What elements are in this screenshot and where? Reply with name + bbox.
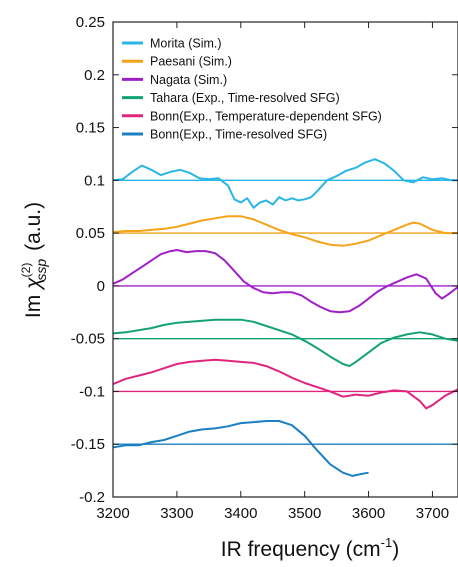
legend: Morita (Sim.) Paesani (Sim.) Nagata (Sim.)…: [122, 37, 382, 142]
series-line-2: [112, 249, 458, 314]
legend-label-5: Bonn(Exp., Time-resolved SFG): [150, 128, 327, 142]
y-axis-title-unit: (a.u.): [22, 202, 45, 251]
series-line-0: [112, 158, 458, 209]
series-line-1: [112, 215, 458, 247]
y-tick-label: 0.05: [76, 225, 105, 242]
y-axis-title-chi: χ: [22, 277, 45, 291]
y-tick-label: -0.1: [79, 383, 105, 400]
legend-label-4: Bonn(Exp., Temperature-dependent SFG): [150, 109, 382, 123]
x-tick-label: 3300: [160, 505, 193, 522]
y-axis-title-im: Im: [22, 295, 45, 318]
legend-label-0: Morita (Sim.): [150, 37, 222, 51]
x-axis-title: IR frequency (cm-1): [221, 535, 399, 561]
y-tick-label: 0.2: [84, 67, 105, 84]
y-tick-label: -0.2: [79, 489, 105, 506]
series-lines: [112, 158, 458, 477]
x-axis-title-main: IR frequency (cm: [221, 538, 381, 561]
y-axis-title: Im χ(2)ssp (a.u.): [19, 202, 49, 318]
y-tick-label: 0.1: [84, 172, 105, 189]
series-line-4: [112, 358, 458, 410]
x-tick-label: 3700: [416, 505, 449, 522]
y-axis-title-sub: ssp: [33, 259, 49, 281]
x-tick-label: 3600: [352, 505, 385, 522]
baselines: [113, 179, 458, 445]
x-tick-label: 3200: [96, 505, 129, 522]
y-tick-label: 0: [97, 278, 105, 295]
y-tick-label: 0.25: [76, 14, 105, 31]
x-axis-title-superscript: -1: [381, 535, 393, 550]
x-axis: 3200 3300 3400 3500 3600 3700: [96, 22, 449, 522]
x-tick-label: 3400: [224, 505, 257, 522]
series-line-5: [112, 420, 369, 477]
x-tick-label: 3500: [288, 505, 321, 522]
plot-frame: [112, 21, 458, 498]
y-tick-label: -0.15: [71, 436, 105, 453]
y-axis: -0.2 -0.15 -0.1 -0.05 0 0.05 0.1 0.15 0.2 0.25: [71, 14, 458, 506]
legend-label-2: Nagata (Sim.): [150, 73, 227, 87]
series-line-3: [112, 318, 458, 368]
y-tick-label: -0.05: [71, 331, 105, 348]
y-tick-label: 0.15: [76, 120, 105, 137]
legend-label-1: Paesani (Sim.): [150, 55, 232, 69]
y-axis-title-order: (2): [19, 263, 33, 278]
x-axis-title-end: ): [392, 538, 399, 561]
legend-label-3: Tahara (Exp., Time-resolved SFG): [150, 91, 340, 105]
